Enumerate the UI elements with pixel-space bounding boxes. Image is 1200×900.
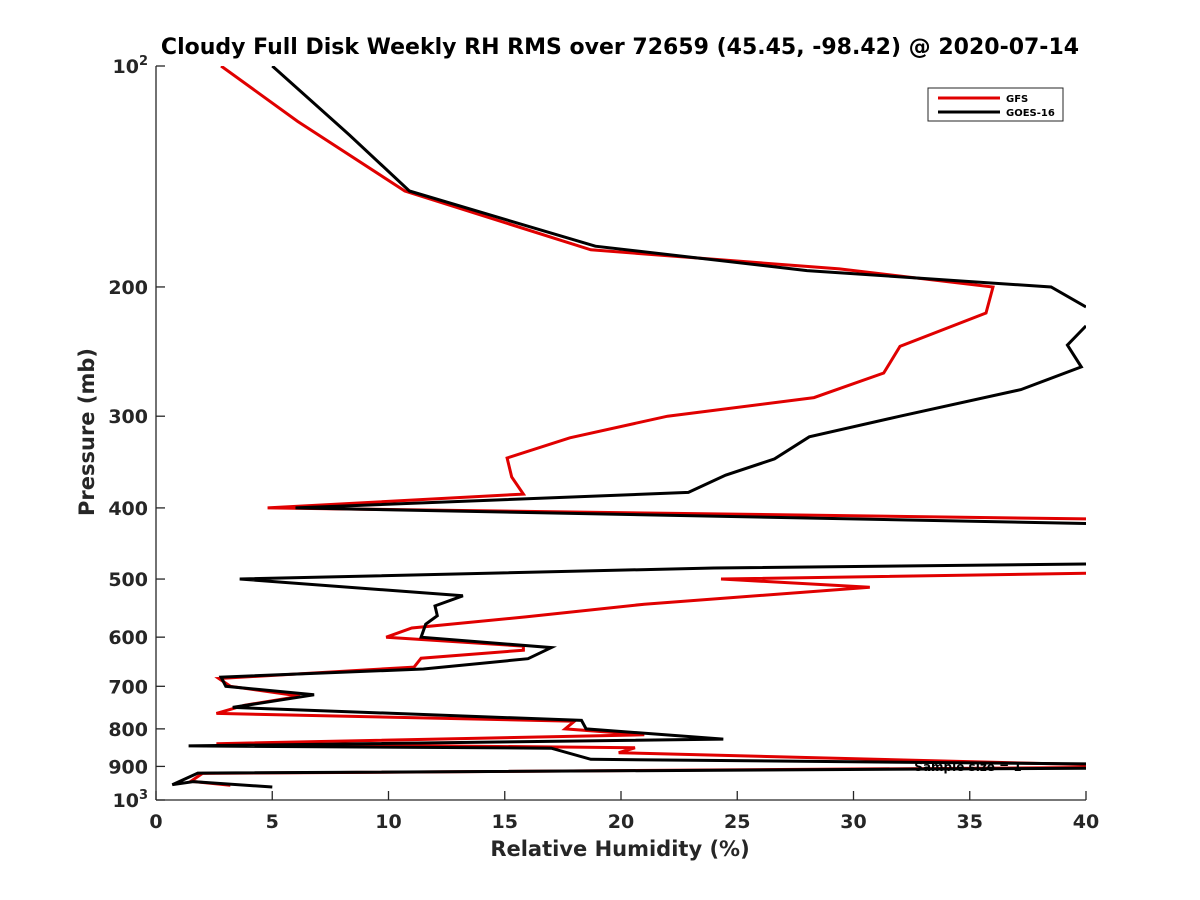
legend-box (927, 87, 1064, 122)
series-line-gfs-0 (220, 66, 1086, 521)
axes-layer: 0 5 10 15 20 25 30 35 40 102 200 300 400 500 600 700 800… (108, 54, 1099, 833)
legend-label-goes-16: GOES-16 (1006, 108, 1055, 119)
series-line-gfs-1 (214, 571, 1086, 767)
y-tick-label: 800 (108, 719, 148, 741)
y-tick-label: 500 (108, 569, 148, 591)
y-tick-label: 103 (113, 788, 149, 812)
series-layer (171, 66, 1086, 789)
series-line-goes-16-5 (188, 562, 1086, 766)
y-axis-label: Pressure (mb) (75, 348, 99, 516)
x-tick-label: 10 (375, 811, 401, 833)
legend: GFS GOES-16 (927, 87, 1064, 122)
chart-title: Cloudy Full Disk Weekly RH RMS over 7265… (161, 35, 1079, 60)
y-tick-label: 300 (108, 406, 148, 428)
x-tick-label: 35 (957, 811, 983, 833)
series-line-goes-16-4 (295, 324, 1086, 525)
y-tick-label: 600 (108, 627, 148, 649)
y-tick-label: 400 (108, 498, 148, 520)
x-tick-label: 25 (724, 811, 750, 833)
x-tick-label: 0 (149, 811, 162, 833)
legend-label-gfs: GFS (1006, 94, 1028, 105)
x-tick-label: 30 (840, 811, 866, 833)
series-line-goes-16-6 (171, 766, 1086, 789)
y-tick-label: 102 (113, 54, 149, 78)
sample-size-annotation: Sample size = 1 (914, 760, 1021, 774)
y-tick-label: 200 (108, 277, 148, 299)
x-axis-label: Relative Humidity (%) (490, 837, 749, 861)
x-tick-label: 20 (608, 811, 634, 833)
x-tick-label: 40 (1073, 811, 1099, 833)
x-tick-label: 15 (492, 811, 518, 833)
series-line-goes-16-3 (271, 66, 1086, 309)
x-tick-label: 5 (266, 811, 279, 833)
y-tick-label: 700 (108, 676, 148, 698)
y-tick-label: 900 (108, 756, 148, 778)
